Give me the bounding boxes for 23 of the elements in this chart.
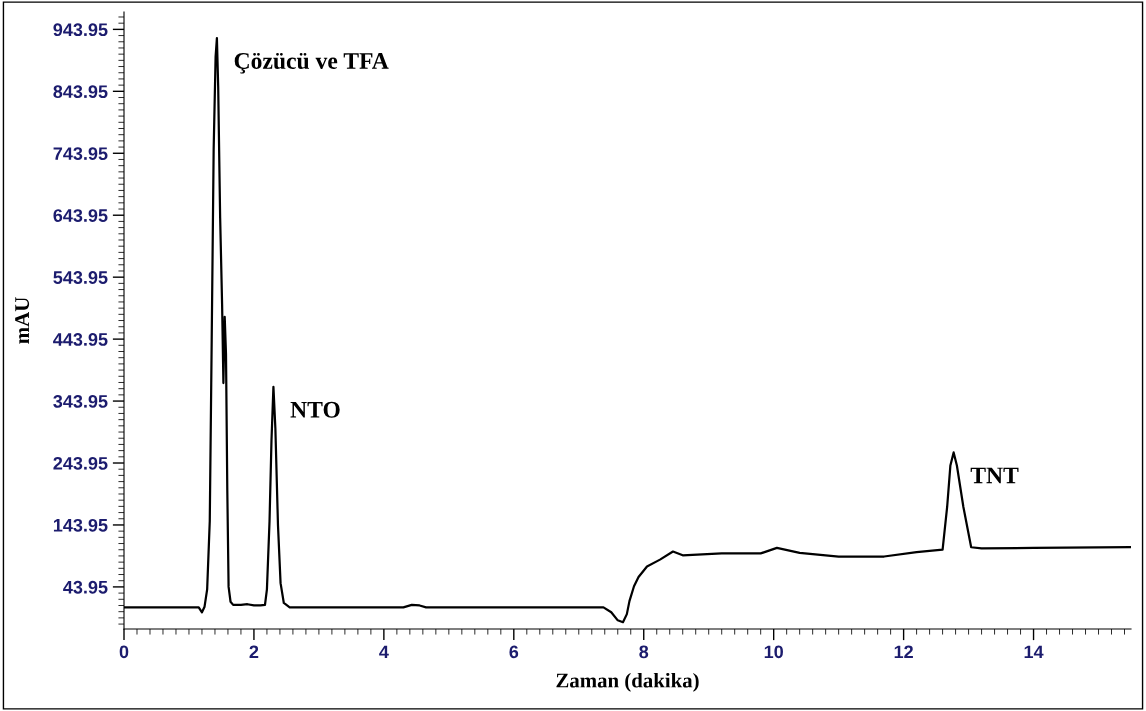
y-tick-label: 543.95 (53, 271, 108, 284)
x-tick-label: 6 (509, 645, 519, 659)
annotation: NTO (290, 401, 340, 418)
x-tick-label: 4 (379, 645, 389, 659)
y-tick-label: 243.95 (53, 456, 108, 470)
y-tick-label: 843.95 (53, 85, 108, 99)
y-tick-label: 43.95 (63, 580, 108, 594)
y-tick-label: 643.95 (53, 209, 108, 222)
annotation: Çözücü ve TFA (234, 52, 389, 74)
y-tick-label: 143.95 (53, 518, 108, 532)
y-tick-label: 743.95 (53, 147, 108, 161)
y-tick-label: 443.95 (53, 333, 108, 346)
y-tick-label: 343.95 (53, 395, 108, 408)
x-tick-label: 8 (639, 645, 649, 659)
x-tick-label: 12 (894, 645, 913, 659)
x-tick-label: 14 (1024, 645, 1044, 659)
y-axis-title: mAU (15, 297, 30, 344)
x-tick-label: 10 (764, 645, 783, 659)
y-tick-label: 943.95 (53, 23, 108, 37)
annotation: TNT (970, 467, 1019, 484)
x-tick-label: 0 (119, 645, 129, 659)
x-axis-title: Zaman (dakika) (556, 672, 699, 692)
x-tick-label: 2 (249, 645, 259, 659)
